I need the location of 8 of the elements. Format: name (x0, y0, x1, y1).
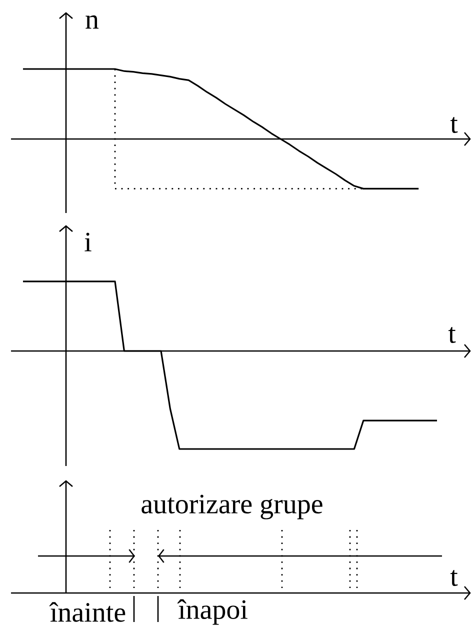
x-axis-title: t (448, 326, 456, 344)
text: înapoi (177, 599, 248, 625)
text: t (450, 570, 458, 586)
y-axis-title: i (84, 232, 92, 252)
x-axis-title: t (450, 116, 458, 134)
text: autorizare grupe (142, 494, 322, 520)
y-axis-title: n (86, 15, 99, 29)
text: înainte (49, 602, 126, 622)
